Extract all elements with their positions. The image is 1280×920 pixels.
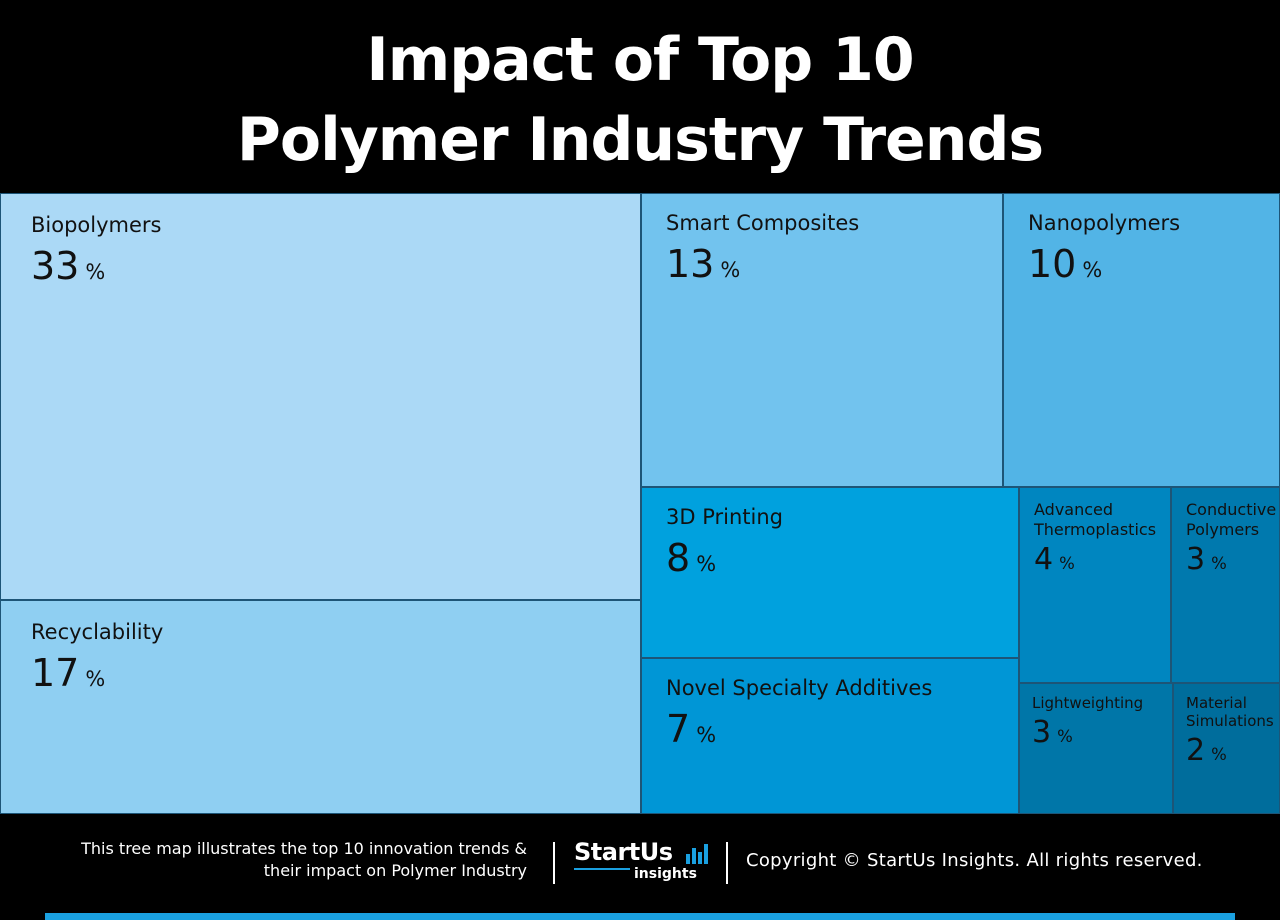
treemap-cell-conductive-polymers: Conductive Polymers 3% — [1171, 487, 1280, 683]
treemap-cell-label: Biopolymers — [31, 213, 162, 237]
treemap-cell-unit: % — [1082, 258, 1103, 282]
treemap-cell-value: 3% — [1032, 716, 1172, 754]
treemap-cell-number: 33 — [31, 244, 80, 288]
treemap-cell-value: 7% — [666, 707, 1018, 757]
treemap-cell-value: 33% — [31, 244, 640, 294]
treemap-cell-number: 13 — [666, 242, 715, 286]
treemap-cell-label: Recyclability — [31, 620, 164, 644]
treemap-cell-number: 17 — [31, 651, 80, 695]
treemap-cell-nanopolymers: Nanopolymers 10% — [1003, 193, 1280, 487]
treemap-cell-recyclability: Recyclability 17% — [0, 600, 641, 814]
treemap-cell-unit: % — [85, 260, 106, 284]
treemap-cell-unit: % — [1057, 727, 1073, 746]
footer-divider-right — [726, 842, 728, 884]
treemap-cell-biopolymers: Biopolymers 33% — [0, 193, 641, 600]
treemap-cell-unit: % — [85, 667, 106, 691]
treemap-cell-unit: % — [1059, 554, 1075, 573]
treemap-cell-unit: % — [1211, 745, 1227, 764]
treemap: Biopolymers 33% Recyclability 17% Smart Comp… — [0, 193, 1280, 814]
treemap-cell-value: 8% — [666, 536, 1018, 586]
treemap-cell-label: Smart Composites — [666, 211, 860, 235]
startus-logo: StartUs insights — [574, 838, 714, 884]
chart-title-line-1: Impact of Top 10 — [366, 25, 914, 95]
treemap-cell-unit: % — [1211, 554, 1227, 573]
footer-divider-left — [553, 842, 555, 884]
treemap-cell-number: 7 — [666, 707, 691, 751]
treemap-cell-number: 3 — [1032, 715, 1052, 750]
treemap-cell-value: 4% — [1034, 542, 1170, 582]
treemap-cell-label: 3D Printing — [666, 505, 783, 529]
treemap-cell-number: 4 — [1034, 542, 1054, 577]
treemap-cell-unit: % — [720, 258, 741, 282]
treemap-cell-label: Material Simulations — [1186, 694, 1274, 730]
footer-description-line-1: This tree map illustrates the top 10 inn… — [81, 839, 527, 858]
treemap-cell-value: 17% — [31, 651, 640, 701]
treemap-cell-value: 3% — [1186, 542, 1279, 582]
treemap-cell-unit: % — [696, 552, 717, 576]
treemap-cell-number: 3 — [1186, 542, 1206, 577]
treemap-cell-value: 10% — [1028, 242, 1279, 292]
treemap-cell-label: Novel Specialty Additives — [666, 676, 933, 700]
treemap-cell-label: Nanopolymers — [1028, 211, 1181, 235]
treemap-cell-label: Conductive Polymers — [1186, 500, 1277, 539]
treemap-cell-value: 13% — [666, 242, 1002, 292]
footer-description-line-2: their impact on Polymer Industry — [263, 861, 527, 880]
treemap-cell-number: 8 — [666, 536, 691, 580]
footer-description: This tree map illustrates the top 10 inn… — [7, 838, 527, 882]
treemap-cell-number: 2 — [1186, 733, 1206, 768]
treemap-cell-novel-specialty-additives: Novel Specialty Additives 7% — [641, 658, 1019, 814]
treemap-cell-number: 10 — [1028, 242, 1077, 286]
logo-subtext: insights — [634, 866, 697, 882]
chart-title: Impact of Top 10 Polymer Industry Trends — [0, 20, 1280, 180]
treemap-cell-material-simulations: Material Simulations 2% — [1173, 683, 1280, 814]
treemap-cell-unit: % — [696, 723, 717, 747]
copyright-text: Copyright © StartUs Insights. All rights… — [746, 850, 1203, 871]
bar-chart-icon — [686, 842, 708, 864]
treemap-cell-label: Advanced Thermoplastics — [1034, 500, 1157, 539]
logo-underline — [574, 868, 630, 870]
logo-text: StartUs — [574, 838, 673, 866]
bottom-accent-bar — [45, 913, 1235, 920]
treemap-cell-advanced-thermoplastics: Advanced Thermoplastics 4% — [1019, 487, 1171, 683]
treemap-cell-value: 2% — [1186, 734, 1279, 772]
chart-title-line-2: Polymer Industry Trends — [236, 105, 1044, 175]
treemap-cell-smart-composites: Smart Composites 13% — [641, 193, 1003, 487]
treemap-cell-3d-printing: 3D Printing 8% — [641, 487, 1019, 658]
treemap-cell-lightweighting: Lightweighting 3% — [1019, 683, 1173, 814]
treemap-cell-label: Lightweighting — [1032, 694, 1144, 712]
